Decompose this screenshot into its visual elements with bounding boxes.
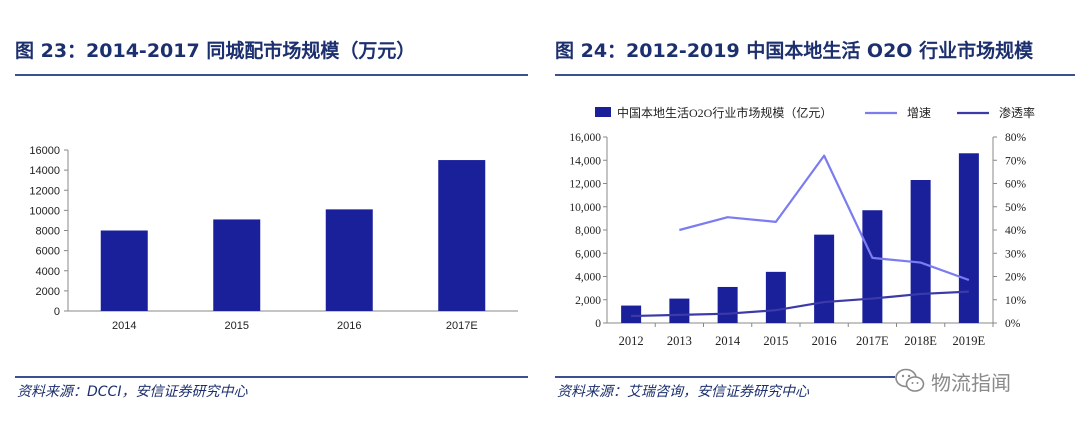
left-x-tick-label: 2015 <box>225 320 249 332</box>
right-y-tick-label: 10,000 <box>569 202 601 214</box>
left-y-tick-label: 16000 <box>29 145 60 157</box>
left-bar <box>438 160 486 311</box>
right-bar <box>717 286 738 323</box>
left-source-note: 资料来源：DCCI，安信证券研究中心 <box>17 384 248 400</box>
right-y2-tick-label: 0% <box>1005 318 1021 330</box>
right-bar <box>814 234 835 323</box>
left-y-tick-label: 10000 <box>29 205 60 217</box>
left-y-tick-label: 8000 <box>36 226 60 238</box>
right-source-note: 资料来源：艾瑞咨询，安信证券研究中心 <box>557 384 809 400</box>
right-title-rule <box>555 74 1075 76</box>
left-x-tick-label: 2014 <box>112 320 136 332</box>
right-x-tick-label: 2014 <box>715 334 741 348</box>
left-x-tick-label: 2017E <box>446 320 478 332</box>
left-x-tick-label: 2016 <box>337 320 361 332</box>
right-source-rule <box>555 376 895 378</box>
legend-swatch-bar <box>595 107 611 117</box>
right-combo-chart: 0 2,000 4,000 6,000 8,000 10,000 12,000 14,000 1… <box>569 105 1035 348</box>
left-bar <box>213 219 261 311</box>
right-y2-tick-label: 60% <box>1005 179 1027 191</box>
right-y2-tick-label: 50% <box>1005 202 1027 214</box>
right-y-tick-label: 16,000 <box>569 132 601 144</box>
right-y-tick-label: 8,000 <box>575 225 601 237</box>
right-y2-tick-label: 30% <box>1005 248 1027 260</box>
left-y-tick-label: 14000 <box>29 165 60 177</box>
right-y2-tick-label: 40% <box>1005 225 1027 237</box>
right-y-tick-label: 6,000 <box>575 248 601 260</box>
left-y-tick-label: 4000 <box>36 266 60 278</box>
left-bar <box>325 209 373 311</box>
penetration-line <box>631 290 969 318</box>
right-bar <box>958 153 979 323</box>
left-figure-title: 图 23：2014-2017 同城配市场规模（万元） <box>15 40 416 62</box>
right-y2-tick-label: 70% <box>1005 155 1027 167</box>
right-x-tick-label: 2016 <box>812 334 837 348</box>
left-source-rule <box>15 376 528 378</box>
right-x-tick-label: 2017E <box>856 334 889 348</box>
watermark-text: 物流指闻 <box>931 372 1011 395</box>
right-y-tick-label: 14,000 <box>569 155 601 167</box>
right-figure-panel: 图 24：2012-2019 中国本地生活 O2O 行业市场规模 0 2,000 4… <box>545 0 1080 427</box>
legend-label-penetration: 渗透率 <box>999 105 1035 120</box>
left-title-rule <box>15 74 528 76</box>
right-x-tick-label: 2015 <box>763 334 788 348</box>
right-y-tick-label: 2,000 <box>575 295 601 307</box>
right-bar <box>862 210 883 323</box>
left-y-tick-label: 0 <box>54 306 60 318</box>
wechat-icon <box>895 368 925 392</box>
right-x-tick-label: 2019E <box>953 334 986 348</box>
right-bar <box>765 271 786 323</box>
watermark: 物流指闻 <box>895 366 1011 396</box>
right-y2-tick-label: 10% <box>1005 295 1027 307</box>
left-bar <box>100 230 148 311</box>
right-x-tick-label: 2018E <box>904 334 937 348</box>
right-x-tick-label: 2012 <box>619 334 644 348</box>
left-y-tick-label: 6000 <box>36 246 60 258</box>
right-bar <box>621 305 642 323</box>
right-y-tick-label: 0 <box>595 318 601 330</box>
right-x-tick-label: 2013 <box>667 334 692 348</box>
legend-label-growth: 增速 <box>907 106 931 120</box>
legend-label-bar: 中国本地生活O2O行业市场规模（亿元） <box>617 105 832 120</box>
left-y-tick-label: 12000 <box>29 185 60 197</box>
right-y-tick-label: 12,000 <box>569 179 601 191</box>
right-y-tick-label: 4,000 <box>575 272 601 284</box>
right-y2-tick-label: 80% <box>1005 132 1027 144</box>
left-bar-chart: 0 2000 4000 6000 8000 10000 12000 14000 16000 201… <box>29 145 518 332</box>
right-bar <box>669 298 690 323</box>
right-figure-title: 图 24：2012-2019 中国本地生活 O2O 行业市场规模 <box>555 40 1034 62</box>
left-figure-panel: 图 23：2014-2017 同城配市场规模（万元） 0 2000 4000 6000… <box>0 0 530 427</box>
left-y-tick-label: 2000 <box>36 286 60 298</box>
right-bar <box>910 180 931 323</box>
right-y2-tick-label: 20% <box>1005 272 1027 284</box>
